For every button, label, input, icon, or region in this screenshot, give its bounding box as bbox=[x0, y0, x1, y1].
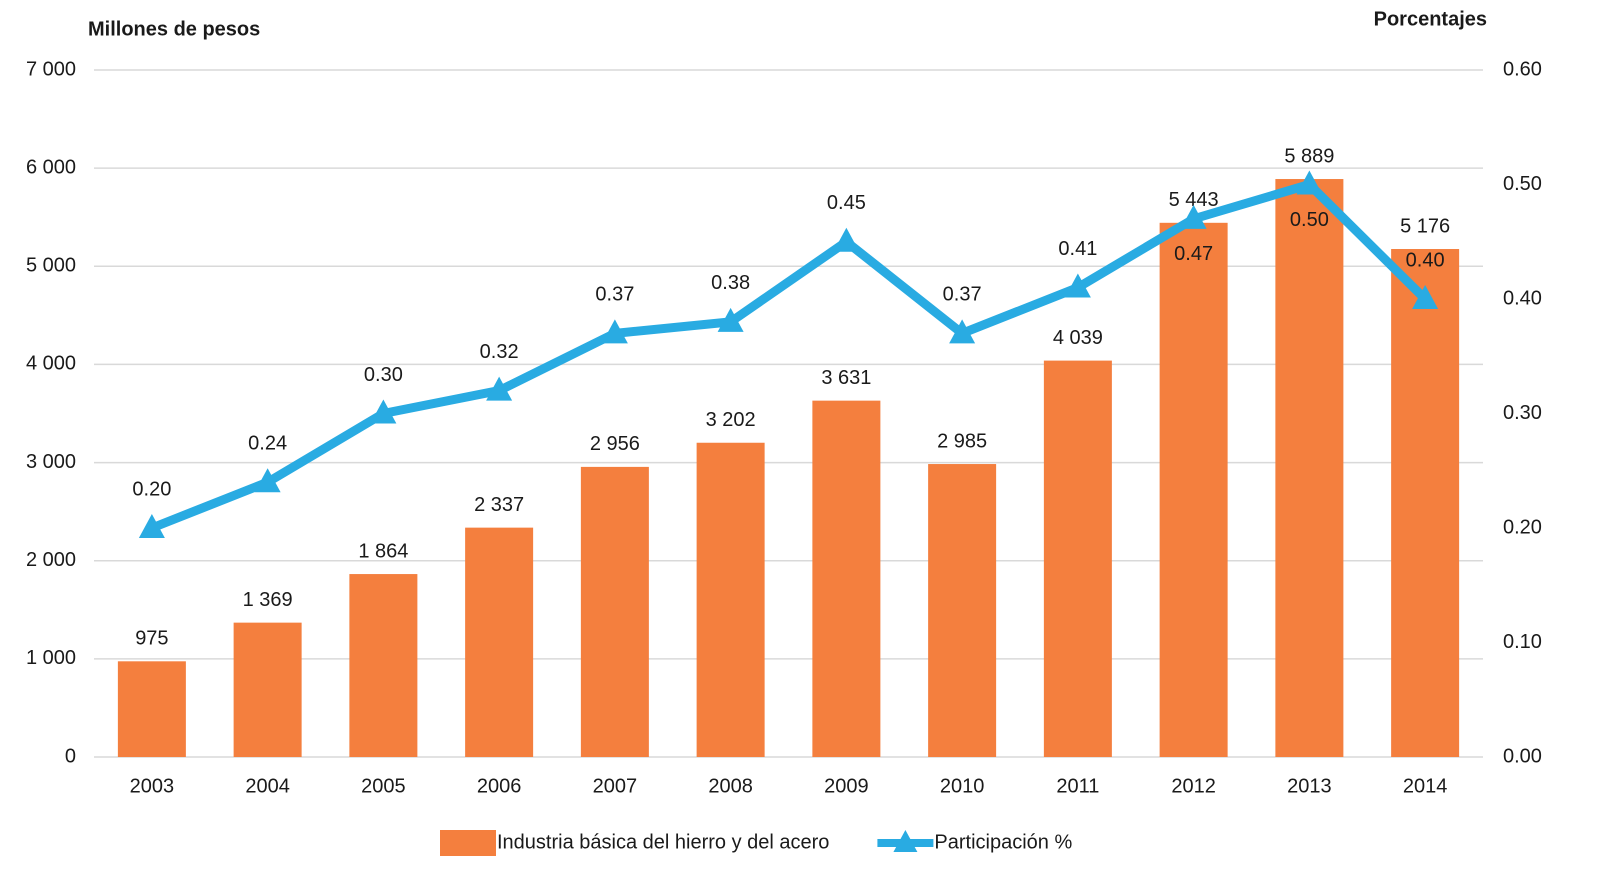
bar-value-label: 1 369 bbox=[243, 589, 293, 611]
bar bbox=[1275, 179, 1344, 757]
bar bbox=[349, 574, 418, 757]
line-marker bbox=[1412, 285, 1439, 309]
bar-value-label: 5 176 bbox=[1400, 215, 1450, 237]
y-tick-label: 0 bbox=[65, 745, 76, 767]
y-tick-label: 6 000 bbox=[26, 156, 76, 178]
line-marker bbox=[1180, 204, 1207, 229]
line-marker bbox=[1296, 170, 1323, 195]
bar bbox=[812, 400, 881, 757]
bar bbox=[1391, 249, 1460, 757]
line-value-label: 0.38 bbox=[711, 272, 750, 294]
x-tick-label: 2006 bbox=[477, 775, 522, 797]
bar bbox=[1159, 222, 1228, 758]
x-tick-label: 2007 bbox=[593, 775, 638, 797]
y2-tick-label: 0.10 bbox=[1503, 631, 1542, 653]
line-value-label: 0.50 bbox=[1290, 209, 1329, 231]
line-value-label: 0.20 bbox=[132, 478, 171, 500]
bar-series bbox=[117, 179, 1460, 758]
y-tick-label: 7 000 bbox=[26, 58, 76, 80]
x-tick-label: 2011 bbox=[1056, 775, 1099, 797]
x-tick-label: 2014 bbox=[1403, 775, 1448, 797]
y-tick-label: 1 000 bbox=[26, 647, 76, 669]
legend-swatch bbox=[440, 830, 496, 856]
bar bbox=[233, 622, 302, 757]
line-value-label: 0.47 bbox=[1174, 243, 1213, 265]
y-tick-label: 4 000 bbox=[26, 353, 76, 375]
y2-tick-label: 0.00 bbox=[1503, 745, 1542, 767]
y2-tick-label: 0.20 bbox=[1503, 516, 1542, 538]
line-value-label: 0.32 bbox=[480, 341, 519, 363]
y2-axis-title: Porcentajes bbox=[1374, 8, 1487, 30]
x-tick-label: 2013 bbox=[1287, 775, 1332, 797]
line-marker bbox=[486, 376, 513, 401]
bar bbox=[465, 527, 534, 757]
x-tick-label: 2012 bbox=[1171, 775, 1216, 797]
line-value-label: 0.37 bbox=[943, 284, 982, 306]
line-value-label: 0.37 bbox=[595, 284, 634, 306]
y-tick-label: 2 000 bbox=[26, 549, 76, 571]
x-tick-label: 2005 bbox=[361, 775, 406, 797]
bar-value-label: 2 337 bbox=[474, 494, 524, 516]
y-tick-label: 5 000 bbox=[26, 255, 76, 277]
y-tick-label: 3 000 bbox=[26, 451, 76, 473]
grid bbox=[94, 69, 1483, 758]
bar bbox=[928, 464, 997, 757]
line-marker bbox=[138, 514, 165, 538]
legend-marker bbox=[893, 830, 918, 852]
line-value-label: 0.45 bbox=[827, 192, 866, 214]
x-tick-label: 2008 bbox=[708, 775, 753, 797]
line-marker bbox=[949, 319, 976, 344]
bar-value-label: 3 631 bbox=[821, 367, 871, 389]
legend-label: Industria básica del hierro y del acero bbox=[497, 831, 829, 853]
y-axis-title: Millones de pesos bbox=[88, 18, 260, 40]
bar-value-label: 2 956 bbox=[590, 433, 640, 455]
line bbox=[150, 179, 1429, 533]
y2-tick-label: 0.40 bbox=[1503, 287, 1542, 309]
x-tick-label: 2010 bbox=[940, 775, 985, 797]
bar-value-label: 975 bbox=[135, 628, 168, 650]
bar-value-label: 4 039 bbox=[1053, 327, 1103, 349]
bar-value-label: 2 985 bbox=[937, 430, 987, 452]
y2-tick-label: 0.30 bbox=[1503, 402, 1542, 424]
bar bbox=[696, 442, 765, 757]
line-marker bbox=[1064, 273, 1091, 298]
x-tick-label: 2009 bbox=[824, 775, 869, 797]
bar bbox=[580, 466, 649, 757]
bar bbox=[117, 661, 186, 757]
bar bbox=[1043, 360, 1112, 757]
line-value-label: 0.41 bbox=[1058, 238, 1097, 260]
legend-label: Participación % bbox=[934, 831, 1072, 853]
line-marker bbox=[370, 399, 397, 424]
bar-value-label: 5 443 bbox=[1169, 189, 1219, 211]
line-marker bbox=[254, 468, 281, 493]
line-value-label: 0.24 bbox=[248, 432, 287, 454]
bar-value-label: 1 864 bbox=[358, 540, 408, 562]
line-marker bbox=[601, 319, 628, 344]
line-value-label: 0.40 bbox=[1406, 249, 1445, 271]
x-tick-label: 2004 bbox=[245, 775, 290, 797]
y2-tick-label: 0.50 bbox=[1503, 173, 1542, 195]
line-value-label: 0.30 bbox=[364, 364, 403, 386]
y2-tick-label: 0.60 bbox=[1503, 58, 1542, 80]
line-marker bbox=[717, 307, 744, 332]
bar-value-label: 5 889 bbox=[1284, 145, 1334, 167]
bar-value-label: 3 202 bbox=[706, 409, 756, 431]
line-marker bbox=[833, 227, 860, 252]
x-tick-label: 2003 bbox=[130, 775, 175, 797]
